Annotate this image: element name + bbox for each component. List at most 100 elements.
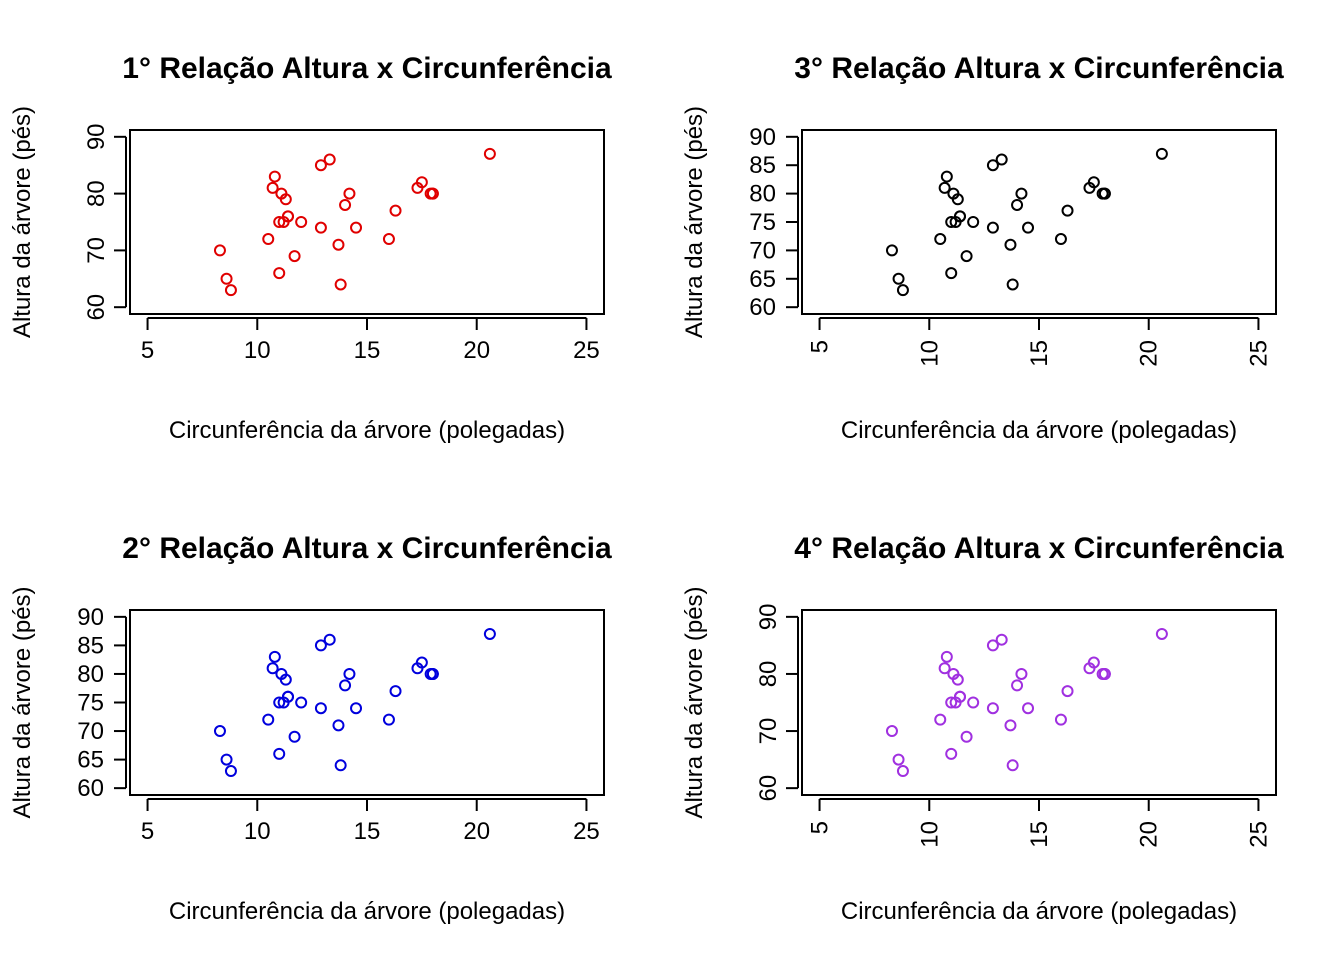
data-point [343, 187, 356, 200]
y-tick-label: 70 [749, 237, 776, 264]
data-point [334, 278, 347, 291]
y-tick-label: 70 [755, 718, 782, 745]
data-point [314, 221, 327, 234]
panel-2: 2° Relação Altura x Circunferência Circu… [9, 532, 612, 925]
y-tick-label: 60 [83, 294, 110, 321]
y-axis-label: Altura da árvore (pés) [9, 106, 36, 338]
data-point [382, 233, 395, 246]
y-tick-label: 80 [749, 181, 776, 208]
data-point [896, 284, 909, 297]
y-tick-label: 90 [755, 604, 782, 631]
data-point [220, 272, 233, 285]
data-point [262, 713, 275, 726]
y-tick-label: 80 [83, 180, 110, 207]
data-points [885, 147, 1168, 297]
data-point [266, 662, 279, 675]
x-tick-label: 10 [916, 821, 943, 848]
x-tick-label: 15 [354, 337, 381, 364]
data-point [295, 216, 308, 228]
y-tick-label: 75 [749, 209, 776, 236]
data-point [986, 702, 999, 715]
data-point [273, 696, 286, 709]
data-point [986, 221, 999, 234]
x-axis-label: Circunferência da árvore (polegadas) [169, 898, 565, 925]
data-point [1087, 656, 1100, 669]
data-point [288, 730, 301, 743]
data-points [885, 627, 1168, 778]
data-point [960, 730, 973, 743]
data-point [967, 696, 980, 709]
data-point [266, 181, 279, 194]
y-tick-label: 90 [83, 123, 110, 150]
data-point [279, 673, 292, 686]
data-point [967, 216, 980, 228]
data-point [960, 250, 973, 263]
data-point [1054, 233, 1067, 246]
data-point [213, 244, 226, 257]
data-point [945, 747, 958, 760]
data-point [382, 713, 395, 726]
x-axis-label: Circunferência da árvore (polegadas) [169, 417, 565, 444]
data-point [350, 221, 363, 234]
y-tick-label: 65 [749, 266, 776, 293]
x-tick-label: 25 [573, 337, 600, 364]
y-tick-label: 70 [83, 237, 110, 264]
x-axis-label: Circunferência da árvore (polegadas) [841, 898, 1237, 925]
x-tick-label: 5 [141, 337, 154, 364]
data-point [1015, 667, 1028, 680]
data-point [213, 725, 226, 738]
data-point [323, 153, 336, 166]
data-point [288, 250, 301, 263]
data-point [1098, 187, 1111, 200]
data-point [945, 216, 958, 228]
data-point [892, 272, 905, 285]
y-tick-label: 85 [749, 152, 776, 179]
data-point [1004, 238, 1017, 251]
data-point [314, 702, 327, 715]
x-tick-label: 20 [463, 818, 490, 845]
data-point [934, 233, 947, 246]
plot-frame [801, 129, 1277, 315]
chart-title: 2° Relação Altura x Circunferência [122, 532, 612, 565]
data-point [951, 673, 964, 686]
data-point [885, 725, 898, 738]
data-point [1022, 702, 1035, 715]
data-point [1004, 719, 1017, 732]
data-point [1087, 176, 1100, 189]
data-point [314, 159, 327, 172]
data-point [940, 650, 953, 663]
x-tick-label: 10 [244, 818, 271, 845]
data-point [323, 633, 336, 646]
panel-4: 4° Relação Altura x Circunferência Circu… [681, 532, 1284, 925]
y-tick-label: 65 [77, 747, 104, 774]
data-point [483, 147, 496, 160]
data-point [951, 193, 964, 206]
data-points [213, 627, 496, 778]
data-point [1054, 713, 1067, 726]
x-tick-label: 5 [141, 818, 154, 845]
data-point [945, 267, 958, 280]
data-point [268, 650, 281, 663]
data-point [268, 170, 281, 183]
data-point [273, 267, 286, 280]
data-point [1006, 759, 1019, 772]
data-points [213, 147, 496, 297]
data-point [314, 639, 327, 652]
data-point [1155, 147, 1168, 160]
y-tick-label: 75 [77, 690, 104, 717]
x-tick-label: 10 [244, 337, 271, 364]
y-axis-label: Altura da árvore (pés) [681, 586, 708, 818]
data-point [938, 662, 951, 675]
data-point [426, 667, 439, 680]
data-point [1006, 278, 1019, 291]
y-tick-label: 60 [749, 294, 776, 321]
x-tick-label: 20 [463, 337, 490, 364]
plot-frame [801, 609, 1277, 796]
data-point [334, 759, 347, 772]
chart-title: 1° Relação Altura x Circunferência [122, 52, 612, 85]
y-tick-label: 70 [77, 718, 104, 745]
data-point [954, 210, 966, 223]
